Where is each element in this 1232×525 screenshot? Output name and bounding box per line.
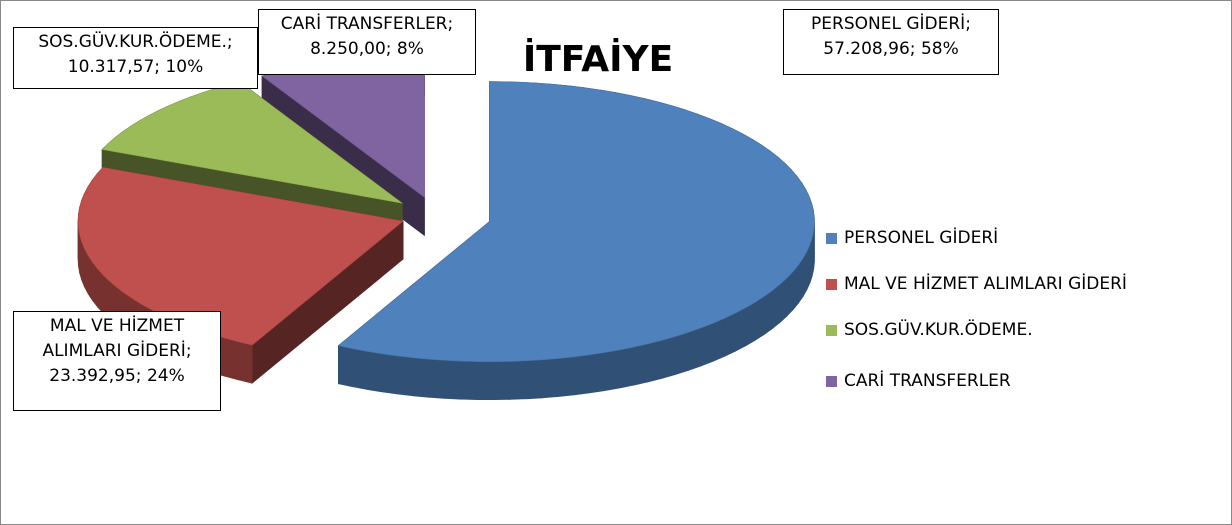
slice-side: [413, 357, 430, 398]
slice-side: [224, 337, 239, 381]
chart-title: İTFAİYE: [523, 38, 673, 80]
slice-side: [525, 359, 543, 400]
label-value: 57.208,96: [823, 39, 910, 59]
slice-side: [541, 358, 559, 399]
legend-swatch: [826, 325, 837, 336]
slice-side: [675, 331, 689, 376]
data-label: MAL VE HİZMET ALIMLARI GİDERİ; 23.392,95…: [13, 311, 221, 411]
slice-side: [786, 270, 794, 318]
slice-side: [754, 295, 765, 342]
label-category: CARİ TRANSFERLER: [280, 14, 448, 34]
slice-side: [618, 346, 635, 389]
slice-side: [445, 359, 462, 400]
slice-side: [661, 335, 676, 379]
slice-side: [81, 241, 85, 287]
legend-swatch: [826, 376, 837, 387]
slice-side: [700, 322, 714, 367]
slice-side: [734, 307, 746, 352]
data-label: SOS.GÜV.KUR.ÖDEME.; 10.317,57; 10%: [13, 27, 258, 89]
legend-label: SOS.GÜV.KUR.ÖDEME.: [844, 318, 1033, 340]
slice-side: [588, 352, 605, 394]
label-separator: ;: [447, 14, 454, 34]
label-separator: ;: [226, 32, 233, 52]
slice-side: [792, 264, 799, 311]
slice-side: [806, 244, 811, 290]
slice-side: [429, 358, 446, 399]
slice-side: [397, 355, 415, 397]
slice-side: [367, 351, 384, 393]
slice-side: [91, 260, 98, 308]
label-separator: ;: [385, 39, 397, 59]
slice-side: [477, 361, 495, 401]
label-percent: 58%: [920, 39, 959, 59]
legend-swatch: [826, 233, 837, 244]
label-separator: ;: [909, 39, 921, 59]
label-category: MAL VE HİZMET ALIMLARI GİDERİ: [42, 316, 186, 361]
legend-swatch: [826, 279, 837, 290]
label-separator: ;: [965, 14, 971, 34]
slice-side: [509, 360, 527, 400]
slice-side: [797, 257, 804, 305]
slice-side: [603, 349, 620, 392]
slice-side: [779, 277, 788, 324]
slice-side: [712, 317, 725, 362]
slice-side: [633, 343, 649, 386]
data-label: CARİ TRANSFERLER; 8.250,00; 8%: [258, 9, 476, 75]
data-label: PERSONEL GİDERİ; 57.208,96; 58%: [783, 9, 999, 75]
slice-side: [745, 301, 756, 347]
label-value: 10.317,57: [67, 57, 155, 77]
label-percent: 8%: [396, 39, 424, 59]
label-percent: 10%: [165, 57, 204, 77]
slice-side: [493, 360, 511, 401]
slice-side: [557, 356, 574, 397]
label-separator: ;: [185, 341, 192, 361]
label-separator: ;: [135, 366, 147, 386]
slice-side: [771, 283, 781, 330]
slice-side: [84, 248, 89, 294]
slice-side: [97, 267, 104, 315]
slice-side: [237, 341, 253, 384]
slice-side: [87, 254, 93, 302]
slice-side: [338, 345, 354, 388]
slice-side: [802, 250, 808, 299]
slice-side: [647, 339, 663, 383]
label-value: 8.250,00: [310, 39, 386, 59]
slice-side: [573, 354, 590, 396]
label-category: PERSONEL GİDERİ: [811, 14, 966, 34]
label-value: 23.392,95: [49, 366, 136, 386]
slice-top: [337, 81, 815, 362]
legend-label: MAL VE HİZMET ALIMLARI GİDERİ: [844, 273, 1127, 294]
slice-side: [687, 327, 702, 371]
legend-label: CARİ TRANSFERLER: [844, 370, 1011, 391]
label-separator: ;: [154, 57, 166, 77]
slice-side: [461, 360, 479, 400]
label-category: SOS.GÜV.KUR.ÖDEME.: [38, 32, 227, 52]
slice-side: [382, 353, 399, 395]
slice-side: [763, 289, 773, 336]
label-percent: 24%: [146, 366, 185, 386]
pie-slice: [337, 81, 815, 401]
slice-side: [352, 348, 369, 390]
legend-label: PERSONEL GİDERİ: [844, 227, 998, 248]
slice-side: [723, 312, 736, 358]
